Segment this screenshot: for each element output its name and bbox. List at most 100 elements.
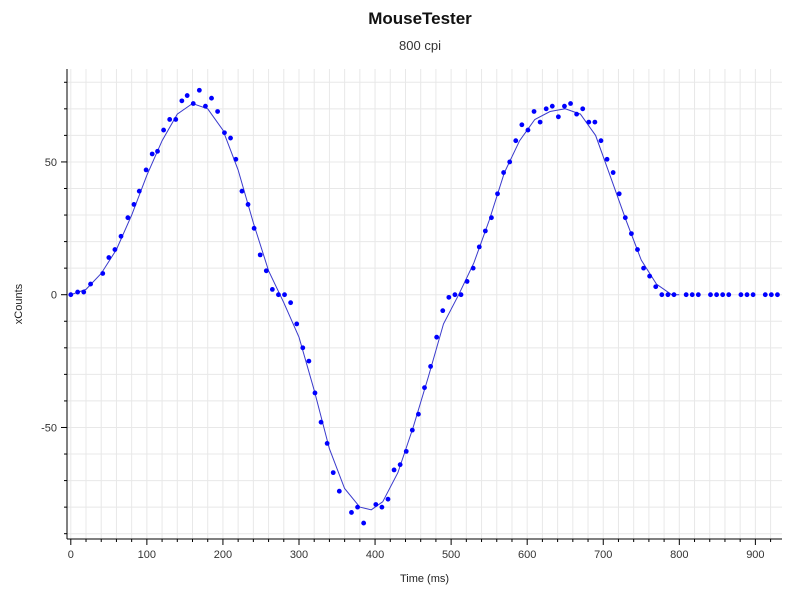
data-point [683,292,689,298]
y-axis-title: xCounts [13,283,25,324]
data-point [598,138,604,144]
data-point [647,273,653,279]
x-tick-label: 800 [670,549,688,561]
data-point [464,279,470,284]
data-point [294,321,300,327]
data-point [257,252,263,258]
data-point [482,228,488,234]
data-point [269,286,275,292]
data-point [349,510,354,515]
data-point [149,151,155,157]
data-point [653,284,659,290]
y-tick-label: 50 [45,157,57,169]
data-point [775,292,780,298]
x-tick-label: 600 [518,549,536,561]
data-point [161,127,167,133]
data-point [385,496,391,502]
data-point [689,292,695,298]
data-point [762,292,768,298]
data-points [68,87,780,526]
data-point [263,268,269,274]
data-point [179,98,185,104]
data-point [288,300,294,306]
data-point [336,488,342,494]
data-point [203,103,208,109]
data-point [68,292,74,298]
data-point [416,411,421,417]
data-point [671,292,677,298]
data-point [513,138,519,144]
data-point [112,247,118,252]
data-point [245,202,251,207]
data-point [428,364,433,369]
x-tick-label: 100 [138,549,156,561]
data-point [537,119,543,125]
data-point [549,103,555,109]
data-point [251,225,257,231]
data-point [276,292,281,298]
data-point [282,292,287,298]
data-point [616,191,622,197]
data-point [750,292,756,298]
data-point [519,122,525,128]
data-point [355,504,360,510]
data-point [714,292,719,298]
x-tick-label: 900 [746,549,764,561]
data-point [330,470,336,476]
data-point [720,292,726,298]
chart-title: MouseTester [368,9,472,28]
y-tick-label: -50 [41,422,57,434]
data-point [118,233,124,239]
data-point [306,358,312,364]
data-point [434,334,440,340]
chart-subtitle: 800 cpi [399,38,441,53]
x-tick-label: 700 [594,549,612,561]
data-point [312,390,318,396]
data-point [446,294,452,300]
x-tick-label: 400 [366,549,384,561]
data-point [543,106,549,112]
data-point [318,419,324,425]
data-point [228,135,233,141]
data-point [300,345,306,351]
data-point [397,462,403,468]
x-tick-label: 500 [442,549,460,561]
data-point [501,170,507,175]
data-point [409,427,415,433]
data-point [726,292,732,298]
x-axis-title: Time (ms) [400,573,449,585]
data-point [143,167,149,173]
data-point [167,117,173,122]
data-point [562,103,567,109]
data-point [738,292,744,298]
data-point [574,111,580,117]
data-point [531,109,537,114]
x-tick-label: 200 [214,549,232,561]
data-point [476,244,482,250]
data-point [173,117,179,122]
data-point [136,188,142,194]
data-point [190,101,196,106]
data-point [489,215,494,221]
data-point [239,188,245,194]
data-point [452,292,458,298]
data-point [568,101,573,106]
data-point [622,215,628,221]
data-point [422,385,427,391]
data-point [81,289,87,295]
data-point [155,148,160,154]
data-point [106,255,112,260]
data-point [209,95,214,101]
data-point [744,292,750,298]
grid [67,69,782,539]
x-tick-label: 300 [290,549,308,561]
data-point [196,87,202,93]
data-point [215,109,221,114]
data-point [525,127,531,133]
data-point [440,308,446,314]
data-point [75,289,81,295]
data-point [361,520,367,526]
data-point [373,502,379,507]
data-point [768,292,774,298]
